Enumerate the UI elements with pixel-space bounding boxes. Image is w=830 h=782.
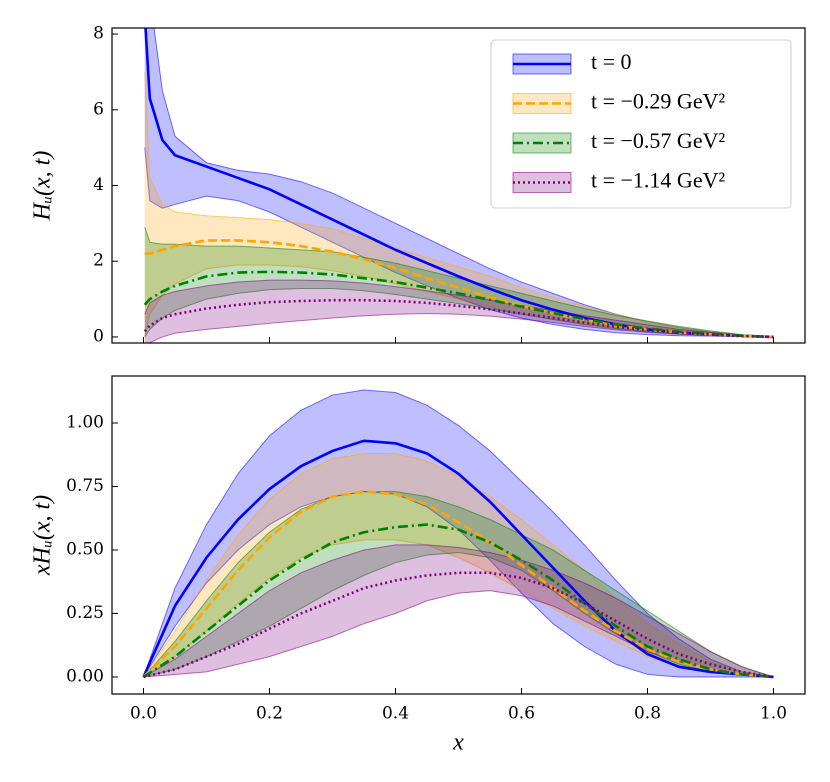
legend-label: t = 0: [591, 49, 632, 74]
y-tick-label: 0.00: [66, 666, 104, 686]
plot-area: [142, 389, 774, 679]
legend-label: t = −0.57 GeV²: [591, 128, 725, 153]
band-edge: [144, 147, 774, 338]
x-tick-label: 0.4: [382, 704, 409, 724]
legend-label: t = −0.29 GeV²: [591, 89, 725, 114]
legend-patch: [512, 172, 572, 193]
x-tick-label: 0.8: [634, 704, 661, 724]
y-tick-label: 0.75: [66, 476, 104, 496]
band-fill: [143, 389, 774, 677]
x-axis-label: x: [452, 730, 464, 756]
y-axis-label: xHᵤ(x, t): [30, 495, 56, 576]
legend-box: [490, 39, 792, 209]
band-fill: [143, 544, 774, 677]
band-edge: [143, 389, 774, 678]
band-edge: [143, 491, 774, 678]
y-tick-label: 6: [93, 99, 104, 119]
series-line: [142, 439, 774, 679]
band-edge: [144, 279, 774, 338]
x-tick-label: 1.0: [760, 704, 787, 724]
band-edge: [143, 590, 774, 678]
band-edge: [143, 544, 774, 678]
x-tick-label: 0.0: [130, 704, 157, 724]
x-tick-label: 0.6: [508, 704, 535, 724]
legend-label: t = −1.14 GeV²: [591, 168, 725, 193]
x-tick-label: 0.2: [256, 704, 283, 724]
y-tick-label: 4: [93, 175, 104, 195]
band-fill: [144, 280, 774, 343]
band-fill: [144, 71, 774, 337]
series-line: [143, 298, 774, 339]
band-fill: [144, 28, 774, 337]
y-tick-label: 8: [93, 24, 104, 44]
y-tick-label: 1.00: [66, 412, 104, 432]
series-line: [143, 270, 774, 339]
band-edge: [144, 71, 774, 338]
y-tick-label: 0: [93, 326, 104, 346]
y-tick-label: 0.50: [66, 539, 104, 559]
axes-frame: [111, 375, 806, 695]
plot-area: [143, 28, 774, 343]
band-edge: [144, 287, 774, 338]
series-line: [143, 571, 774, 679]
y-axis-label: Hᵤ(x, t): [30, 151, 56, 222]
series-line: [142, 523, 774, 679]
band-edge: [144, 226, 774, 338]
y-tick-label: 2: [93, 251, 104, 271]
band-edge: [143, 452, 774, 678]
series-line: [142, 490, 774, 679]
band-edge: [148, 312, 774, 343]
band-fill: [144, 227, 774, 337]
y-tick-label: 0.25: [66, 603, 104, 623]
band-edge: [143, 552, 774, 678]
